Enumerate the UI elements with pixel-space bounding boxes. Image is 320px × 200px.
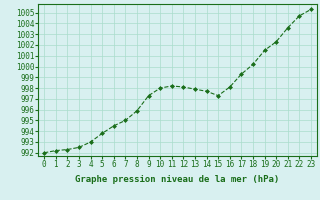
- X-axis label: Graphe pression niveau de la mer (hPa): Graphe pression niveau de la mer (hPa): [76, 175, 280, 184]
